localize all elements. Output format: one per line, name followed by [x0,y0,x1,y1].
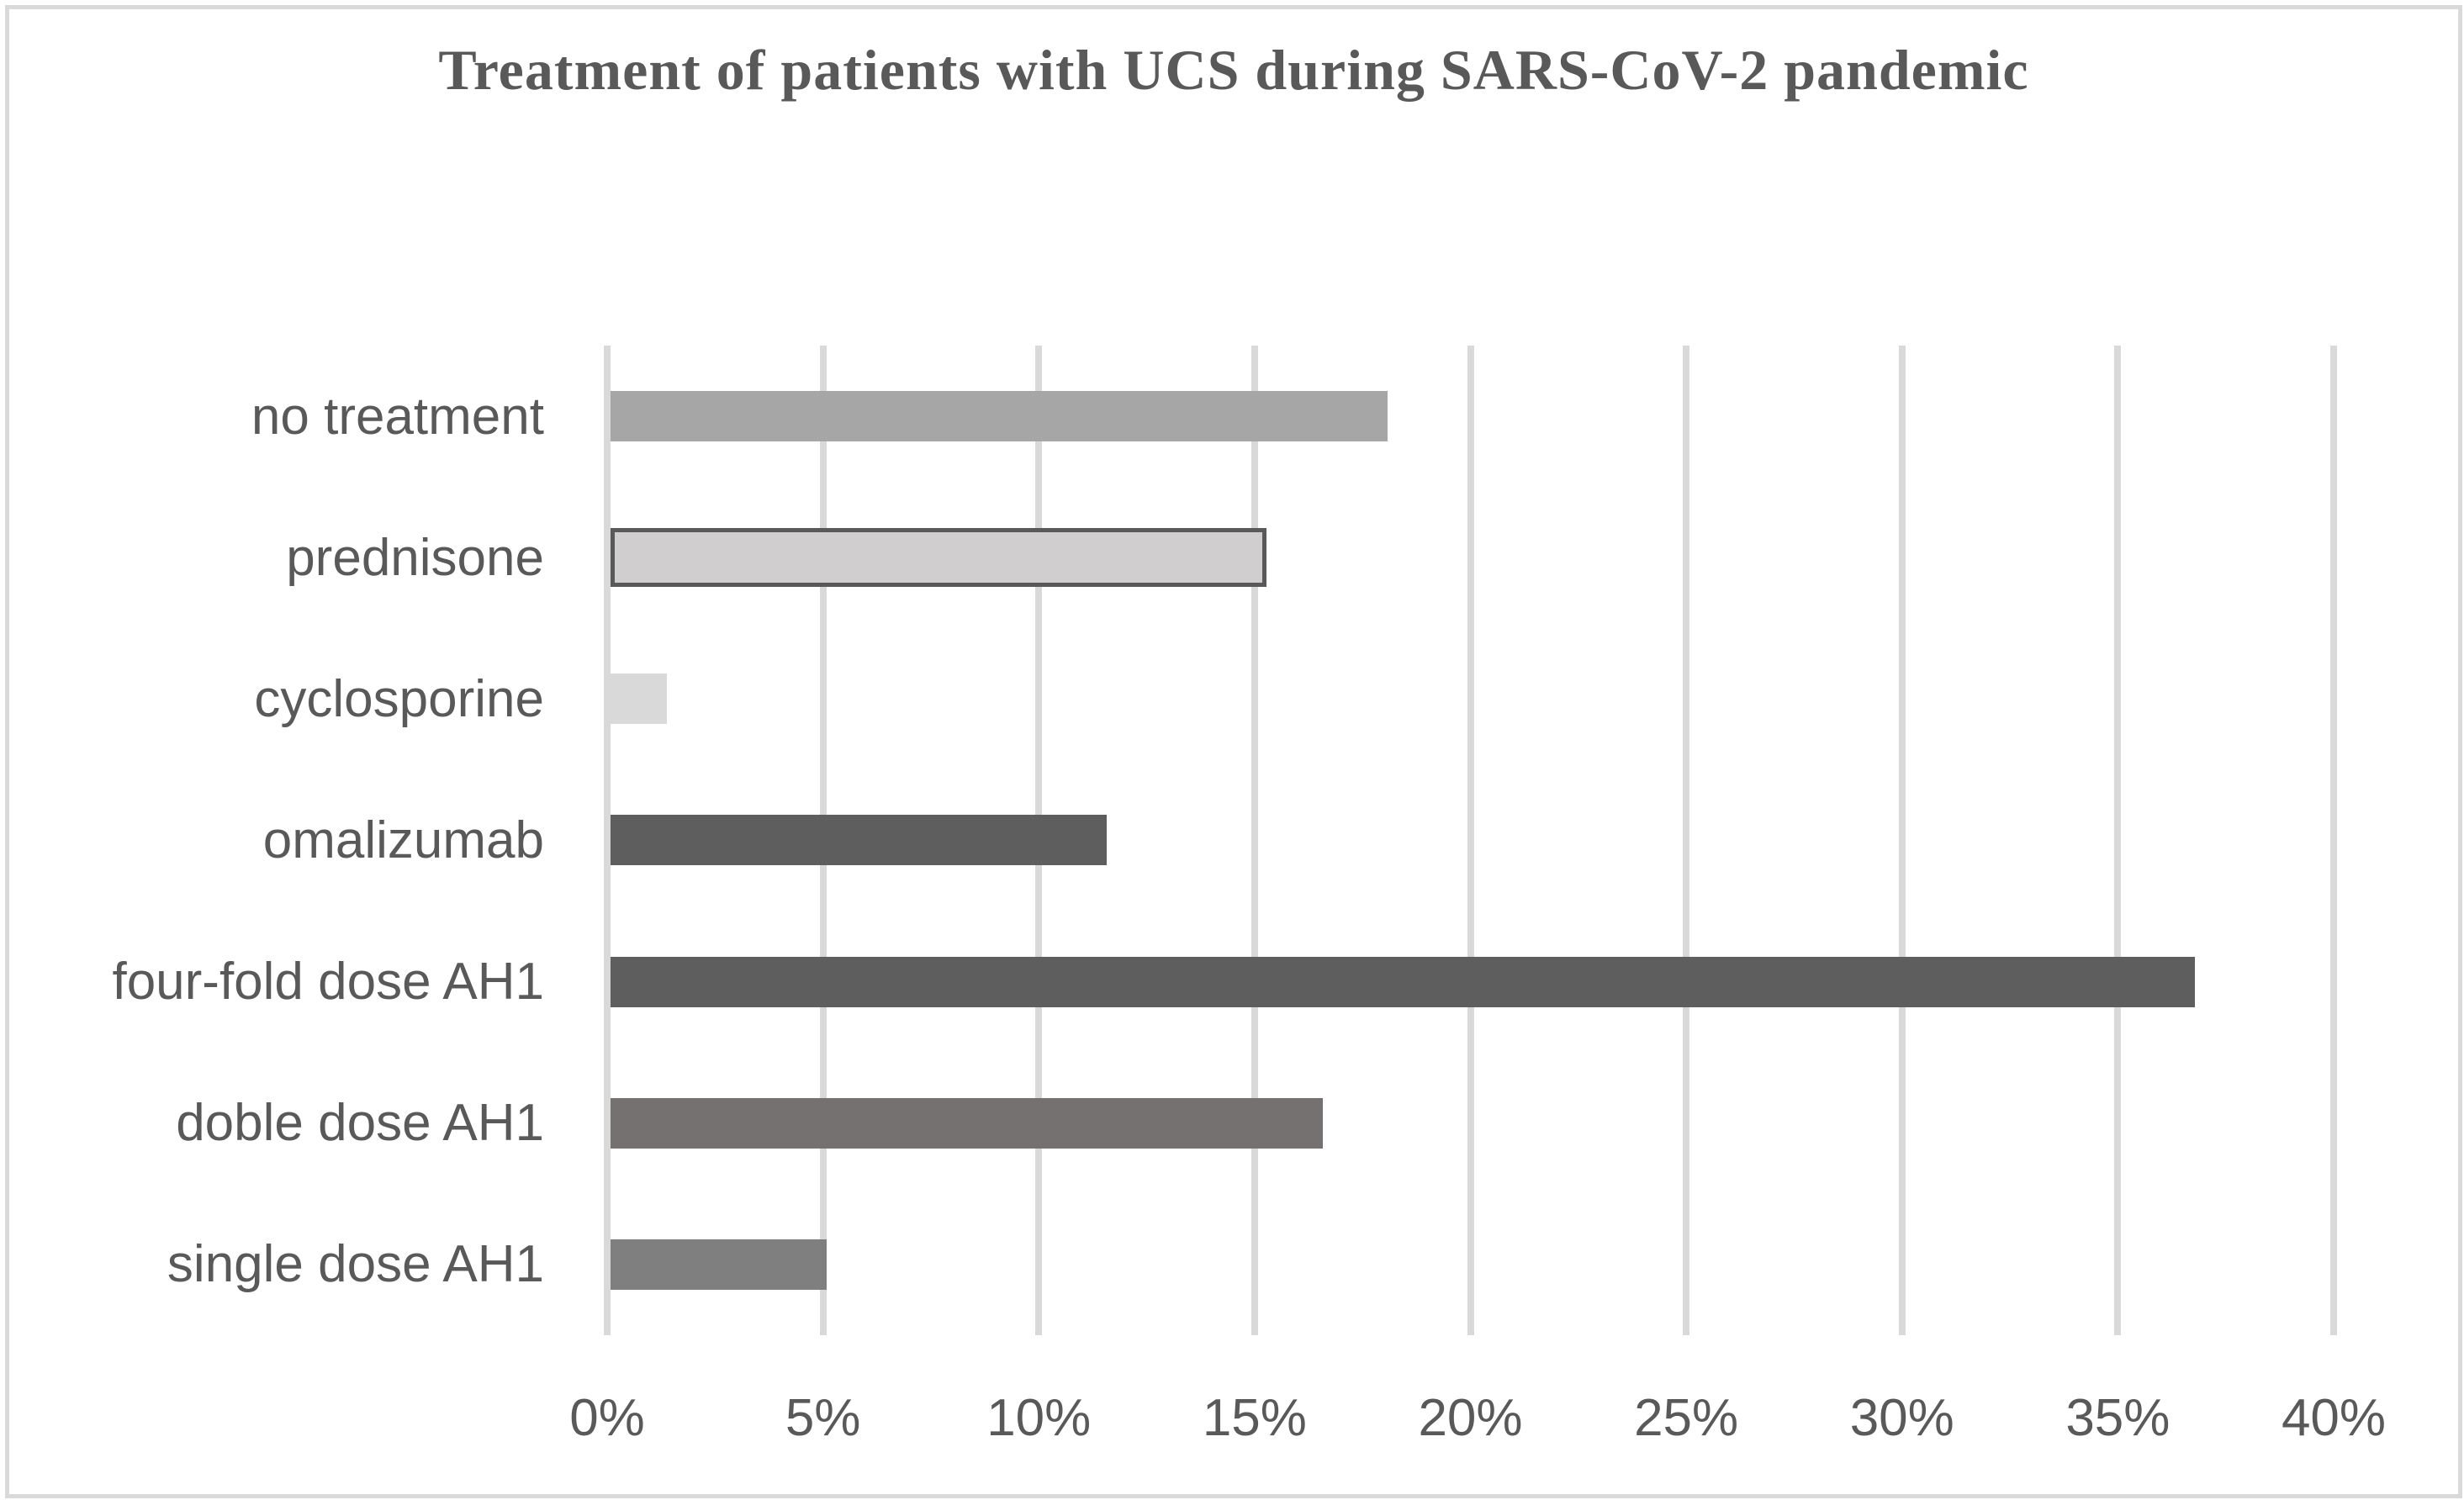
bar-doble-dose-AH1 [611,1097,1323,1149]
x-tick-label-40%: 40% [2281,1389,2387,1447]
y-axis-category-labels: no treatment prednisone cyclosporine omaliz… [9,346,544,1335]
bar-row [611,487,2337,628]
x-tick-label-20%: 20% [1418,1389,1523,1447]
bar-cyclosporine [611,673,667,725]
x-axis-tick-labels: 0% 5% 10% 15% 20% 25% 30% 35% 40% [569,1388,2386,1481]
chart-figure: Treatment of patients with UCS during SA… [5,5,2462,1498]
gridline-35% [2114,346,2122,1335]
category-label-no-treatment: no treatment [251,387,544,446]
chart-title: Treatment of patients with UCS during SA… [438,38,2029,102]
x-tick-label-10%: 10% [986,1389,1092,1447]
gridline-40% [2330,346,2337,1335]
gridline-0% [604,346,611,1335]
category-label-cyclosporine: cyclosporine [254,669,544,728]
plot-area [604,346,2337,1335]
bar-row [611,1194,2337,1335]
bar-row [611,346,2337,487]
category-label-omalizumab: omalizumab [262,811,544,869]
gridline-25% [1683,346,1690,1335]
bar-row [611,1053,2337,1194]
bar-row [611,769,2337,911]
x-tick-label-35%: 35% [2065,1389,2171,1447]
bar-single-dose-AH1 [611,1239,827,1290]
x-tick-label-5%: 5% [785,1389,861,1447]
bar-row [611,628,2337,769]
gridline-30% [1898,346,1906,1335]
gridline-20% [1467,346,1474,1335]
category-label-four-fold-dose-AH1: four-fold dose AH1 [112,953,544,1011]
category-label-single-dose-AH1: single dose AH1 [167,1235,544,1294]
bar-no-treatment [611,391,1388,442]
bar-four-fold-dose-AH1 [611,956,2195,1007]
bar-row [611,911,2337,1053]
x-tick-label-25%: 25% [1634,1389,1739,1447]
x-tick-label-0%: 0% [569,1389,645,1447]
bar-prednisone [611,528,1266,588]
x-tick-label-15%: 15% [1202,1389,1307,1447]
bar-omalizumab [611,815,1108,866]
category-label-prednisone: prednisone [286,528,544,587]
gridline-15% [1251,346,1258,1335]
bar-rows-container [611,346,2337,1335]
x-tick-label-30%: 30% [1849,1389,1954,1447]
category-label-doble-dose-AH1: doble dose AH1 [176,1094,544,1153]
